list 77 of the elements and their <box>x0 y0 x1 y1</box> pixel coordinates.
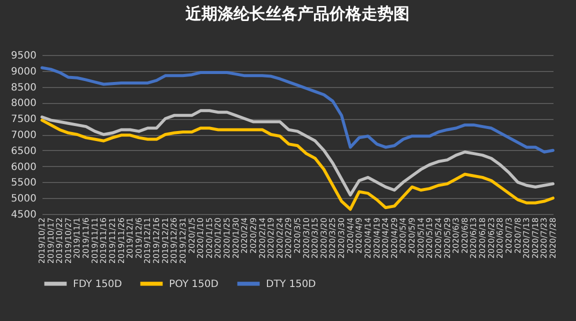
x-tick-label: 2020/7/23 <box>540 218 549 259</box>
x-tick-label: 2020/2/19 <box>266 218 276 259</box>
x-tick-label: 2020/1/10 <box>196 218 206 259</box>
x-tick-label: 2020/7/8 <box>513 218 522 254</box>
legend-label: FDY 150D <box>73 278 122 290</box>
x-tick-label: 2020/2/29 <box>284 218 294 259</box>
y-tick-label: 8500 <box>11 82 36 94</box>
x-tick-label: 2020/7/18 <box>530 218 540 259</box>
x-tick-label: 2020/5/29 <box>442 218 452 259</box>
x-tick-label: 2019/11/11 <box>90 218 100 264</box>
x-tick-label: 2020/7/28 <box>548 218 558 259</box>
x-tick-label: 2019/11/26 <box>116 218 126 264</box>
x-tick-label: 2019/12/26 <box>170 218 179 264</box>
y-tick-label: 9500 <box>11 50 36 62</box>
x-tick-label: 2020/2/14 <box>258 218 267 259</box>
x-tick-label: 2019/12/1 <box>126 218 135 259</box>
x-tick-label: 2019/12/31 <box>178 218 188 264</box>
x-tick-label: 2020/3/20 <box>319 218 328 259</box>
x-tick-label: 2020/4/14 <box>363 218 372 259</box>
x-tick-label: 2019/10/17 <box>46 218 56 264</box>
y-tick-label: 5000 <box>11 194 36 205</box>
x-tick-label: 2020/2/9 <box>248 218 258 254</box>
legend-label: DTY 150D <box>266 278 316 290</box>
x-tick-label: 2019/12/6 <box>134 218 144 259</box>
x-tick-label: 2019/12/21 <box>160 218 170 264</box>
x-tick-label: 2020/6/28 <box>496 218 505 259</box>
x-tick-label: 2019/11/1 <box>72 218 82 259</box>
x-tick-label: 2020/4/9 <box>354 218 364 254</box>
chart-title: 近期涤纶长丝各产品价格走势图 <box>184 4 410 23</box>
x-tick-label: 2020/5/14 <box>416 218 426 259</box>
x-tick-label: 2020/4/19 <box>372 218 382 259</box>
y-tick-label: 6500 <box>11 146 36 157</box>
x-tick-label: 2020/2/4 <box>240 218 250 254</box>
x-tick-label: 2020/1/5 <box>187 218 196 254</box>
y-tick-label: 9000 <box>11 66 36 78</box>
x-tick-label: 2020/6/3 <box>452 218 461 254</box>
x-tick-label: 2020/5/24 <box>434 218 443 259</box>
x-tick-label: 2019/10/27 <box>64 218 73 264</box>
x-tick-label: 2020/6/23 <box>486 218 496 259</box>
x-tick-label: 2020/3/30 <box>337 218 346 259</box>
x-tick-label: 2020/7/3 <box>504 218 514 254</box>
x-tick-label: 2020/1/30 <box>231 218 240 259</box>
x-tick-label: 2020/4/4 <box>346 218 355 254</box>
x-tick-label: 2020/4/24 <box>381 218 390 259</box>
x-tick-label: 2020/6/13 <box>469 218 478 259</box>
y-tick-label: 7500 <box>11 114 36 126</box>
y-tick-label: 5500 <box>11 178 36 189</box>
x-tick-label: 2020/7/13 <box>522 218 532 259</box>
line-series <box>40 109 554 196</box>
legend-label: POY 150D <box>169 278 219 290</box>
x-tick-label: 2020/1/25 <box>222 218 232 259</box>
x-tick-label: 2019/12/11 <box>143 218 152 264</box>
y-tick-label: 6000 <box>11 162 36 173</box>
x-tick-label: 2020/5/9 <box>408 218 417 254</box>
x-tick-label: 2019/12/16 <box>152 218 162 264</box>
x-tick-label: 2020/3/25 <box>328 218 338 259</box>
x-tick-label: 2020/5/19 <box>425 218 434 259</box>
x-tick-label: 2020/3/10 <box>302 218 311 259</box>
x-tick-label: 2019/10/22 <box>55 218 64 264</box>
x-tick-label: 2020/5/4 <box>398 218 408 254</box>
x-tick-label: 2019/11/6 <box>82 218 91 259</box>
x-tick-label: 2020/3/5 <box>293 218 302 254</box>
x-tick-label: 2020/6/8 <box>460 218 470 254</box>
y-tick-label: 7000 <box>11 130 36 141</box>
x-tick-label: 2020/2/24 <box>275 218 284 259</box>
y-tick-label: 4500 <box>11 210 36 220</box>
x-tick-label: 2020/1/15 <box>204 218 214 259</box>
x-tick-label: 2020/6/18 <box>478 218 488 259</box>
x-tick-label: 2019/11/21 <box>108 218 117 264</box>
line-series <box>40 118 554 211</box>
x-tick-label: 2020/4/29 <box>390 218 399 259</box>
x-tick-label: 2020/1/20 <box>214 218 223 259</box>
x-tick-label: 2019/11/16 <box>99 218 108 264</box>
line-series <box>40 66 554 154</box>
x-tick-label: 2020/3/15 <box>310 218 320 259</box>
x-tick-label: 2019/10/12 <box>38 218 46 264</box>
y-tick-label: 8000 <box>11 98 36 110</box>
